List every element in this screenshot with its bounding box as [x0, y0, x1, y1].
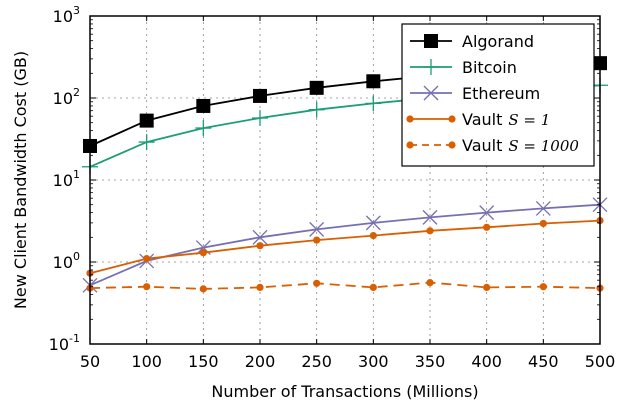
data-point-marker — [252, 229, 268, 245]
series-line — [89, 281, 601, 290]
data-point-marker — [369, 283, 377, 292]
data-point-marker — [539, 219, 547, 228]
legend-entry: Algorand — [410, 32, 534, 51]
data-point-marker — [423, 85, 439, 101]
y-tick-label: 101 — [53, 168, 80, 190]
data-point-marker — [366, 74, 381, 89]
x-tick-label: 200 — [245, 352, 276, 371]
data-point-marker — [483, 283, 491, 292]
data-point-marker — [309, 80, 324, 95]
x-tick-label: 150 — [188, 352, 219, 371]
data-point-marker — [448, 141, 456, 149]
data-point-marker — [535, 200, 551, 216]
x-tick-label: 300 — [358, 352, 389, 371]
data-point-marker — [448, 115, 456, 123]
x-axis-label: Number of Transactions (Millions) — [211, 382, 478, 401]
data-point-marker — [252, 110, 268, 127]
data-point-marker — [365, 215, 381, 231]
y-tick-label: 102 — [53, 86, 80, 108]
data-point-marker — [199, 249, 207, 257]
data-point-marker — [424, 34, 438, 48]
y-tick-label: 10-1 — [49, 332, 80, 354]
x-tick-label: 350 — [415, 352, 446, 371]
data-point-marker — [365, 95, 382, 112]
data-point-marker — [423, 59, 439, 75]
data-point-marker — [539, 283, 547, 291]
legend-label: Vault S = 1000 — [462, 136, 579, 155]
x-tick-label: 400 — [471, 352, 502, 371]
data-point-marker — [406, 141, 414, 149]
legend-entry: Vault S = 1000 — [406, 136, 579, 155]
data-point-marker — [143, 283, 151, 291]
legend-entry: Vault S = 1 — [406, 110, 550, 129]
x-tick-label: 500 — [585, 352, 616, 371]
data-point-marker — [195, 120, 212, 137]
ticks: 50 100 150 200 250 300 350 400 450 500 10-1 100 101 1… — [49, 4, 616, 371]
data-point-marker — [139, 113, 154, 128]
data-point-marker — [313, 236, 321, 244]
series-vault — [86, 279, 604, 293]
data-point-marker — [256, 242, 264, 250]
x-tick-label: 450 — [528, 352, 559, 371]
data-point-marker — [256, 283, 264, 292]
data-point-marker — [426, 227, 434, 235]
data-point-marker — [196, 98, 211, 113]
data-point-marker — [199, 285, 207, 293]
legend: Algorand Bitcoin Ethereum Vault S = 1 Vault S … — [401, 23, 595, 167]
data-point-marker — [406, 115, 414, 123]
data-point-marker — [422, 209, 438, 225]
data-point-marker — [138, 134, 155, 151]
data-point-marker — [479, 205, 495, 221]
x-tick-label: 50 — [80, 352, 100, 371]
legend-label: Bitcoin — [462, 58, 517, 77]
x-tick-label: 100 — [131, 352, 162, 371]
legend-label: Ethereum — [462, 84, 540, 103]
legend-entry: Bitcoin — [410, 58, 517, 77]
data-point-marker — [253, 88, 267, 103]
series-line — [89, 219, 601, 275]
series-line — [89, 203, 601, 287]
legend-label: Vault S = 1 — [462, 110, 550, 129]
data-point-marker — [426, 279, 434, 287]
y-tick-label: 100 — [53, 250, 80, 272]
x-tick-label: 250 — [301, 352, 332, 371]
data-point-marker — [308, 101, 325, 118]
legend-entry: Ethereum — [410, 84, 540, 103]
data-point-marker — [483, 223, 491, 231]
data-point-marker — [143, 255, 151, 263]
data-point-marker — [369, 231, 377, 240]
data-point-marker — [313, 279, 321, 287]
data-point-marker — [309, 221, 325, 237]
y-tick-label: 103 — [53, 4, 80, 26]
y-axis-label: New Client Bandwidth Cost (GB) — [11, 51, 30, 309]
series-vault — [86, 216, 604, 277]
legend-label: Algorand — [462, 32, 534, 51]
series-ethereum — [82, 197, 608, 293]
